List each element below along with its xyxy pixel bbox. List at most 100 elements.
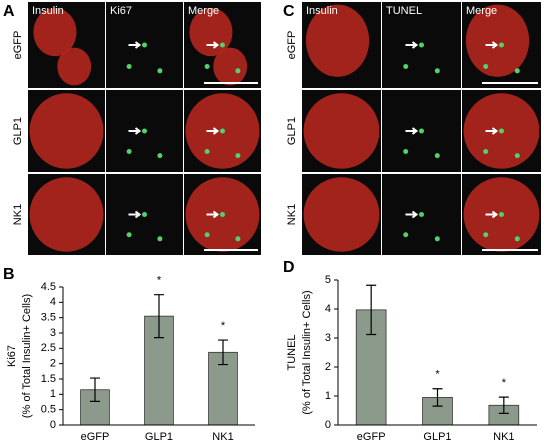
y-tick-label: 1 xyxy=(325,390,331,402)
green-cell xyxy=(403,232,409,238)
error-bar xyxy=(154,294,164,339)
green-cell xyxy=(126,232,132,238)
y-tick-label: 1 xyxy=(50,388,56,400)
green-cell xyxy=(499,42,504,48)
green-cell xyxy=(220,212,225,217)
green-cell xyxy=(514,153,520,159)
column-header: Merge xyxy=(188,5,219,17)
y-tick-label: 0.5 xyxy=(41,404,56,416)
error-bar xyxy=(90,377,100,402)
green-cell xyxy=(126,64,132,69)
y-tick-label: 3 xyxy=(325,332,331,344)
islet xyxy=(303,93,380,169)
green-cell xyxy=(220,42,225,48)
islet xyxy=(465,4,530,77)
y-tick-label: 2 xyxy=(325,361,331,373)
row-label: GLP1 xyxy=(286,117,298,145)
y-tick-label: 0 xyxy=(325,419,331,431)
green-cell xyxy=(419,212,424,217)
green-cell xyxy=(499,128,504,134)
row-label: eGFP xyxy=(286,31,298,60)
green-cell xyxy=(142,212,147,217)
arrow xyxy=(405,127,419,135)
panel-letter: C xyxy=(283,3,295,20)
green-cell xyxy=(235,68,241,74)
y-tick-label: 3 xyxy=(50,327,56,339)
y-tick-label: 5 xyxy=(325,274,331,286)
green-cell xyxy=(514,236,520,242)
column-header: Insulin xyxy=(32,5,64,17)
green-cell xyxy=(514,68,520,74)
row-label: NK1 xyxy=(286,204,298,225)
panel-letter: B xyxy=(3,266,15,283)
green-cell xyxy=(204,64,210,69)
green-cell xyxy=(434,68,440,74)
y-tick-label: 2.5 xyxy=(41,342,56,354)
x-tick-label: eGFP xyxy=(81,431,110,443)
arrow xyxy=(206,210,220,219)
row-label: NK1 xyxy=(12,204,24,225)
y-tick-label: 3.5 xyxy=(41,312,56,324)
green-cell xyxy=(499,212,504,217)
y-tick-label: 4 xyxy=(50,296,56,308)
x-tick-label: NK1 xyxy=(493,431,514,443)
islet xyxy=(213,47,248,86)
x-tick-label: GLP1 xyxy=(145,431,173,443)
arrow xyxy=(206,127,220,135)
green-cell xyxy=(483,149,489,154)
green-cell xyxy=(434,236,440,242)
y-tick-label: 1.5 xyxy=(41,373,56,385)
significance: * xyxy=(435,369,440,381)
y-axis-label: Ki67 xyxy=(6,345,18,367)
error-bar xyxy=(218,339,228,366)
x-tick-label: GLP1 xyxy=(423,431,451,443)
green-cell xyxy=(142,128,147,134)
column-header: TUNEL xyxy=(386,5,422,17)
y-axis-label: TUNEL xyxy=(286,334,298,370)
panel-letter: A xyxy=(3,3,15,20)
green-cell xyxy=(235,236,241,242)
green-cell xyxy=(220,128,225,134)
green-cell xyxy=(157,68,163,74)
error-bar xyxy=(366,284,377,336)
islet xyxy=(29,93,104,169)
column-header: Insulin xyxy=(306,5,338,17)
significance: * xyxy=(502,377,507,389)
y-tick-label: 2 xyxy=(50,358,56,370)
y-axis-label: (% of Total Insulin+ Cells) xyxy=(21,294,33,418)
error-bar xyxy=(432,388,443,407)
green-cell xyxy=(235,153,241,159)
green-cell xyxy=(483,232,489,238)
green-cell xyxy=(204,149,210,154)
green-cell xyxy=(419,42,424,48)
column-header: Merge xyxy=(466,5,497,17)
islet xyxy=(305,4,370,77)
arrow xyxy=(206,41,220,49)
arrow xyxy=(485,41,499,49)
green-cell xyxy=(126,149,132,154)
arrow xyxy=(405,41,419,49)
green-cell xyxy=(157,236,163,242)
islet xyxy=(57,47,92,86)
y-tick-label: 4 xyxy=(325,303,331,315)
row-label: GLP1 xyxy=(12,117,24,145)
islet xyxy=(29,177,104,252)
green-cell xyxy=(204,232,210,238)
islet xyxy=(33,8,77,57)
significance: * xyxy=(157,275,162,287)
error-bar xyxy=(498,396,509,414)
green-cell xyxy=(142,42,147,48)
arrow xyxy=(405,210,419,219)
islet xyxy=(303,177,380,252)
arrow xyxy=(485,127,499,135)
arrow xyxy=(485,210,499,219)
x-tick-label: NK1 xyxy=(212,431,233,443)
green-cell xyxy=(403,149,409,154)
y-tick-label: 4.5 xyxy=(41,281,56,293)
arrow xyxy=(128,210,142,219)
arrow xyxy=(128,127,142,135)
arrow xyxy=(128,41,142,49)
significance: * xyxy=(221,320,226,332)
